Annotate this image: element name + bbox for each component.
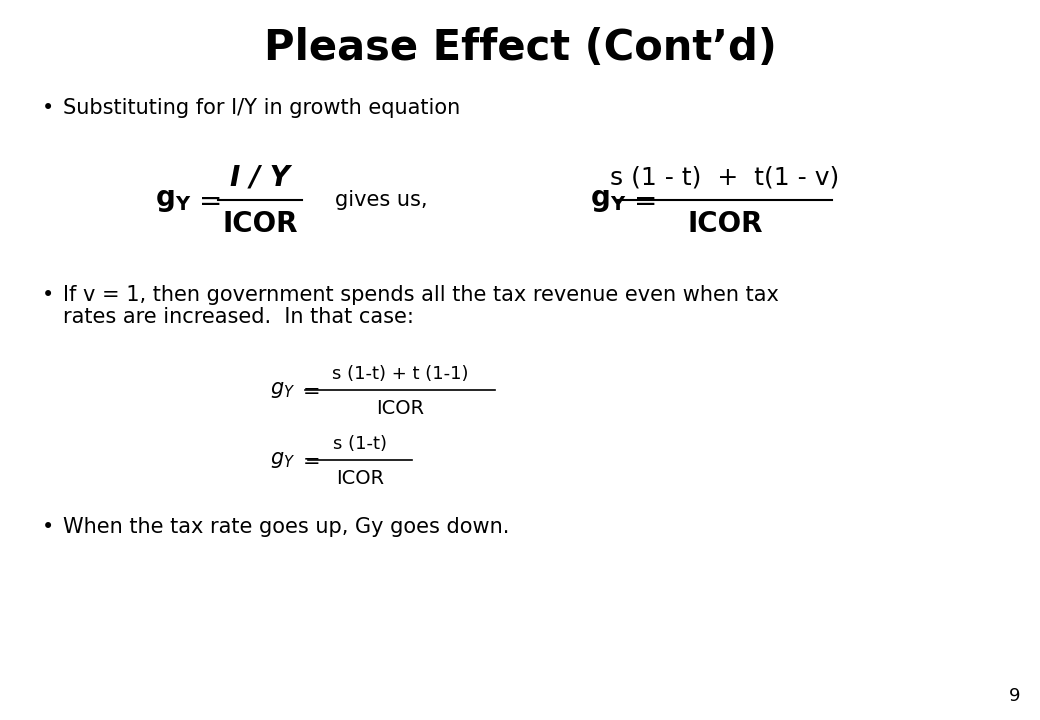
Text: $g_Y$: $g_Y$ (270, 450, 295, 470)
Text: When the tax rate goes up, Gy goes down.: When the tax rate goes up, Gy goes down. (63, 517, 510, 537)
Text: ICOR: ICOR (687, 210, 762, 238)
Text: $\mathbf{g}_\mathbf{Y}$: $\mathbf{g}_\mathbf{Y}$ (155, 186, 191, 214)
Text: I / Y: I / Y (230, 164, 290, 192)
Text: s (1-t): s (1-t) (333, 435, 387, 453)
Text: $=$: $=$ (298, 380, 319, 400)
Text: ICOR: ICOR (223, 210, 297, 238)
Text: ICOR: ICOR (375, 398, 424, 418)
Text: 9: 9 (1009, 687, 1020, 705)
Text: •: • (42, 98, 54, 118)
Text: rates are increased.  In that case:: rates are increased. In that case: (63, 307, 414, 327)
Text: If v = 1, then government spends all the tax revenue even when tax: If v = 1, then government spends all the… (63, 285, 779, 305)
Text: $=$: $=$ (628, 186, 656, 214)
Text: $=$: $=$ (193, 186, 220, 214)
Text: Substituting for I/Y in growth equation: Substituting for I/Y in growth equation (63, 98, 461, 118)
Text: Please Effect (Cont’d): Please Effect (Cont’d) (263, 27, 777, 69)
Text: •: • (42, 285, 54, 305)
Text: gives us,: gives us, (335, 190, 427, 210)
Text: $=$: $=$ (298, 450, 319, 470)
Text: s (1-t) + t (1-1): s (1-t) + t (1-1) (332, 365, 468, 383)
Text: $g_Y$: $g_Y$ (270, 380, 295, 400)
Text: ICOR: ICOR (336, 469, 384, 487)
Text: •: • (42, 517, 54, 537)
Text: $\mathbf{g}_\mathbf{Y}$: $\mathbf{g}_\mathbf{Y}$ (590, 186, 626, 214)
Text: s (1 - t)  +  t(1 - v): s (1 - t) + t(1 - v) (610, 166, 839, 190)
